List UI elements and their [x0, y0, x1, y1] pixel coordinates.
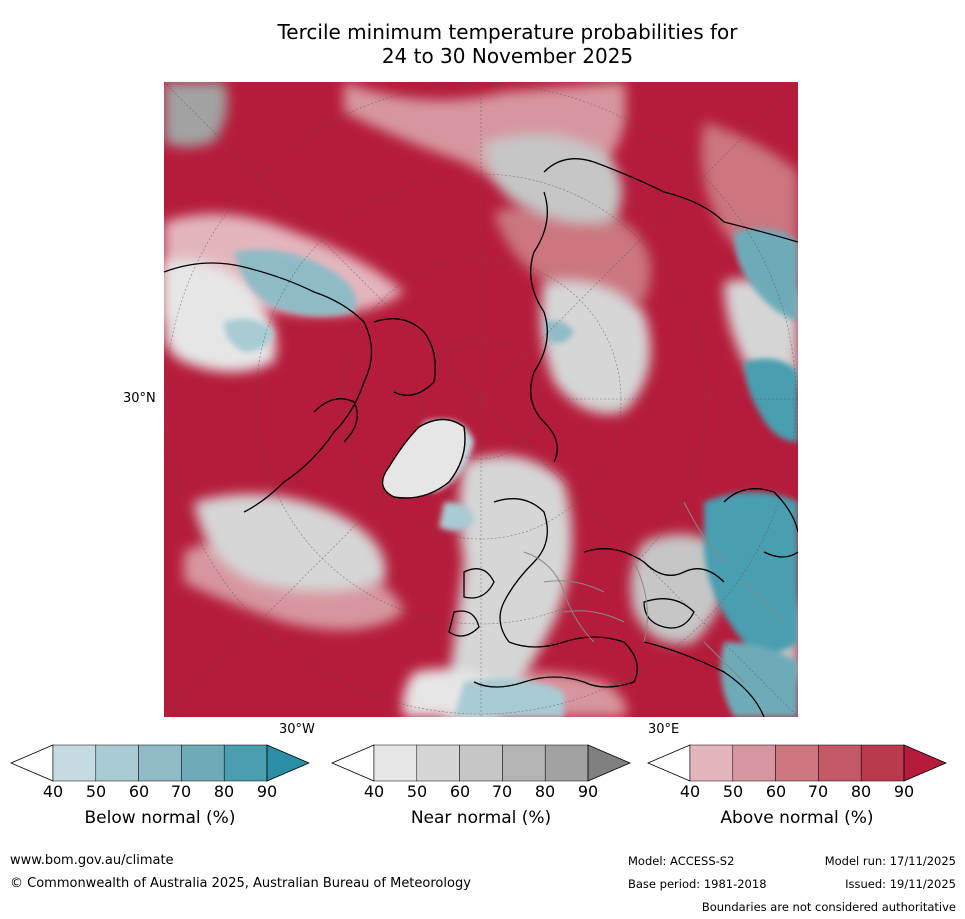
tick-label: 90: [893, 782, 915, 801]
tick-label: 40: [42, 782, 64, 801]
tick-label: 90: [256, 782, 278, 801]
colorbar-segment: [502, 744, 546, 782]
copyright-text: © Commonwealth of Australia 2025, Austra…: [10, 876, 471, 891]
colorbar-title-below: Below normal (%): [84, 808, 236, 828]
title-line-2: 24 to 30 November 2025: [381, 44, 634, 68]
colorbar-segment: [223, 744, 268, 782]
map-canvas: [164, 82, 798, 717]
colorbar-title-near: Near normal (%): [410, 808, 552, 828]
tick-label: 40: [679, 782, 701, 801]
tick-label: 80: [850, 782, 872, 801]
colorbar-segment: [373, 744, 418, 782]
colorbar-extend-low: [647, 744, 691, 782]
colorbar-segment: [732, 744, 776, 782]
tick-label: 60: [765, 782, 787, 801]
colorbar-extend-low: [10, 744, 54, 782]
lat-label-30n: 30°N: [123, 391, 156, 406]
colorbar-segment: [459, 744, 503, 782]
tick-label: 60: [128, 782, 150, 801]
map-title: Tercile minimum temperature probabilitie…: [160, 20, 855, 68]
colorbar-title-above: Above normal (%): [720, 808, 874, 828]
tick-label: 60: [449, 782, 471, 801]
model-text: Model: ACCESS-S2: [628, 854, 735, 868]
colorbar-extend-high: [266, 744, 310, 782]
coastlines: [164, 158, 798, 717]
lon-label-30w: 30°W: [279, 722, 315, 737]
colorbar-segment: [95, 744, 139, 782]
colorbar-above-normal: [647, 744, 947, 782]
title-line-1: Tercile minimum temperature probabilitie…: [277, 20, 738, 44]
tick-label: 50: [85, 782, 107, 801]
tick-label: 50: [722, 782, 744, 801]
model-run-text: Model run: 17/11/2025: [824, 854, 956, 868]
colorbar-segment: [181, 744, 225, 782]
colorbar-below-normal: [10, 744, 310, 782]
graticule: [164, 82, 798, 717]
colorbar-segment: [416, 744, 460, 782]
tick-label: 80: [213, 782, 235, 801]
colorbar-near-normal: [331, 744, 631, 782]
colorbar-segment: [138, 744, 182, 782]
colorbar-extend-high: [903, 744, 947, 782]
colorbar-segment: [52, 744, 97, 782]
polar-map: [164, 82, 798, 717]
tick-label: 70: [491, 782, 513, 801]
issued-text: Issued: 19/11/2025: [845, 877, 956, 891]
colorbar-segment: [775, 744, 819, 782]
disclaimer-text: Boundaries are not considered authoritat…: [701, 900, 956, 914]
tick-label: 70: [807, 782, 829, 801]
greenland-outline: [381, 418, 466, 499]
borders: [523, 501, 785, 683]
colorbar-extend-high: [587, 744, 631, 782]
tick-label: 50: [406, 782, 428, 801]
tick-label: 80: [534, 782, 556, 801]
tick-label: 70: [170, 782, 192, 801]
colorbar-segment: [689, 744, 734, 782]
colorbar-segment: [860, 744, 905, 782]
colorbar-extend-low: [331, 744, 375, 782]
colorbar-segment: [818, 744, 862, 782]
lon-label-30e: 30°E: [648, 722, 680, 737]
base-period-text: Base period: 1981-2018: [628, 877, 767, 891]
website-link[interactable]: www.bom.gov.au/climate: [10, 853, 174, 868]
tick-label: 90: [577, 782, 599, 801]
colorbar-segment: [544, 744, 589, 782]
tick-label: 40: [363, 782, 385, 801]
